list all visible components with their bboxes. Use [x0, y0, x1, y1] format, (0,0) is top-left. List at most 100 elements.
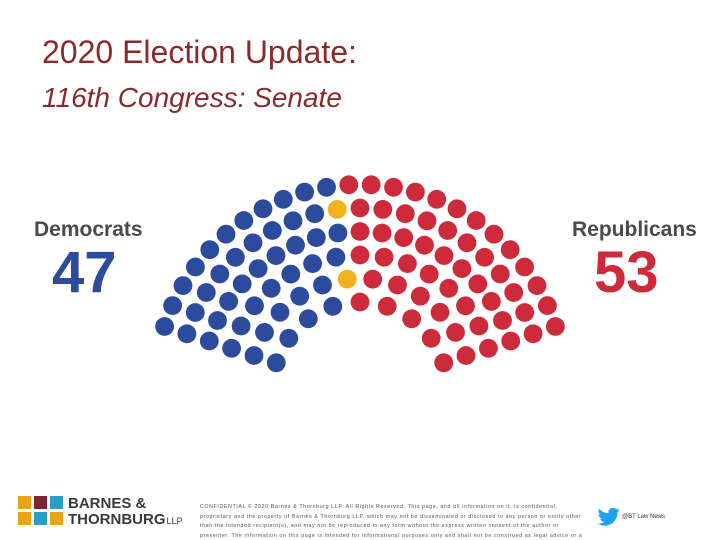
seat-republicans: [538, 296, 557, 315]
seat-republicans: [350, 198, 370, 218]
logo-square: [34, 512, 47, 525]
seat-republicans: [419, 264, 439, 284]
republicans-seat-count: 53: [594, 240, 659, 305]
seat-republicans: [501, 331, 521, 351]
seat-republicans: [350, 292, 370, 312]
seat-democrats: [186, 257, 205, 277]
seat-republicans: [398, 254, 417, 273]
seat-democrats: [244, 346, 264, 365]
slide-subtitle: 116th Congress: Senate: [42, 82, 342, 113]
seat-democrats: [303, 254, 322, 273]
logo-square: [50, 496, 63, 509]
confidentiality-disclaimer: CONFIDENTIAL © 2020 Barnes & Thornburg L…: [200, 504, 583, 539]
seat-republicans: [339, 175, 359, 195]
seat-independents: [337, 269, 357, 289]
seat-democrats: [266, 246, 286, 265]
seat-republicans: [475, 247, 494, 267]
seat-republicans: [456, 346, 476, 365]
seat-democrats: [290, 286, 310, 306]
seat-republicans: [468, 274, 488, 294]
seat-democrats: [200, 240, 220, 260]
seat-republicans: [466, 211, 486, 230]
logo-line2: THORNBURG: [68, 511, 166, 528]
seat-democrats: [216, 224, 236, 244]
seat-republicans: [350, 222, 370, 241]
seat-democrats: [286, 235, 305, 255]
seat-republicans: [439, 278, 459, 298]
seat-republicans: [430, 302, 450, 322]
seat-democrats: [255, 323, 274, 342]
seat-democrats: [208, 311, 227, 330]
logo-square: [50, 512, 63, 525]
seat-republicans: [421, 328, 441, 348]
seat-republicans: [515, 257, 534, 277]
logo-squares: [18, 496, 66, 528]
seat-republicans: [363, 269, 383, 289]
seat-republicans: [493, 311, 512, 330]
seat-republicans: [447, 199, 467, 219]
seat-republicans: [515, 303, 535, 322]
seat-democrats: [328, 223, 348, 243]
seat-republicans: [377, 296, 397, 316]
logo-square: [34, 496, 47, 509]
seat-republicans: [523, 324, 543, 344]
democrats-seat-count: 47: [52, 240, 117, 305]
seat-democrats: [173, 276, 193, 295]
seat-independents: [327, 200, 347, 219]
seat-democrats: [163, 296, 183, 315]
seat-democrats: [232, 274, 252, 294]
logo-square: [18, 496, 31, 509]
logo-square: [18, 512, 31, 525]
seat-democrats: [317, 177, 336, 197]
seat-democrats: [295, 182, 314, 202]
seat-democrats: [234, 211, 254, 230]
seat-republicans: [417, 211, 437, 231]
logo-llp: LLP: [166, 516, 183, 526]
seat-republicans: [434, 353, 454, 373]
seat-democrats: [262, 221, 282, 240]
seat-democrats: [199, 331, 219, 351]
seat-democrats: [298, 309, 318, 329]
seat-democrats: [210, 264, 230, 284]
seat-republicans: [546, 317, 565, 336]
seat-democrats: [270, 302, 290, 322]
seat-republicans: [361, 175, 381, 195]
seat-democrats: [222, 338, 242, 358]
seat-democrats: [279, 328, 299, 348]
seat-democrats: [323, 296, 343, 316]
seat-democrats: [177, 324, 197, 344]
seat-republicans: [446, 323, 465, 342]
seat-republicans: [410, 286, 430, 306]
seat-democrats: [281, 264, 301, 284]
seat-republicans: [457, 233, 477, 253]
seat-republicans: [484, 224, 504, 244]
slide-title: 2020 Election Update:: [42, 34, 357, 70]
seat-republicans: [402, 309, 422, 329]
seat-republicans: [469, 316, 489, 336]
seat-democrats: [306, 228, 326, 248]
seat-democrats: [185, 303, 205, 322]
seat-democrats: [245, 296, 264, 316]
seat-republicans: [456, 296, 475, 316]
senate-seat-chart: [155, 175, 565, 373]
seat-republicans: [427, 189, 447, 209]
twitter-bird-icon[interactable]: [598, 507, 620, 527]
seat-democrats: [248, 259, 268, 278]
seat-republicans: [395, 204, 415, 224]
seat-democrats: [283, 211, 303, 231]
seat-democrats: [155, 317, 175, 336]
seat-republicans: [527, 276, 547, 295]
seat-republicans: [415, 235, 434, 255]
twitter-handle[interactable]: @BT Law News: [622, 514, 665, 520]
seat-democrats: [305, 204, 325, 224]
seat-republicans: [373, 200, 393, 219]
seat-republicans: [490, 264, 510, 284]
seat-republicans: [384, 177, 403, 197]
seat-democrats: [253, 199, 273, 219]
seat-republicans: [350, 245, 370, 265]
seat-democrats: [243, 233, 263, 253]
republicans-label: Republicans: [572, 218, 697, 241]
seat-democrats: [226, 247, 245, 267]
seat-democrats: [231, 316, 251, 336]
seat-republicans: [394, 228, 414, 248]
